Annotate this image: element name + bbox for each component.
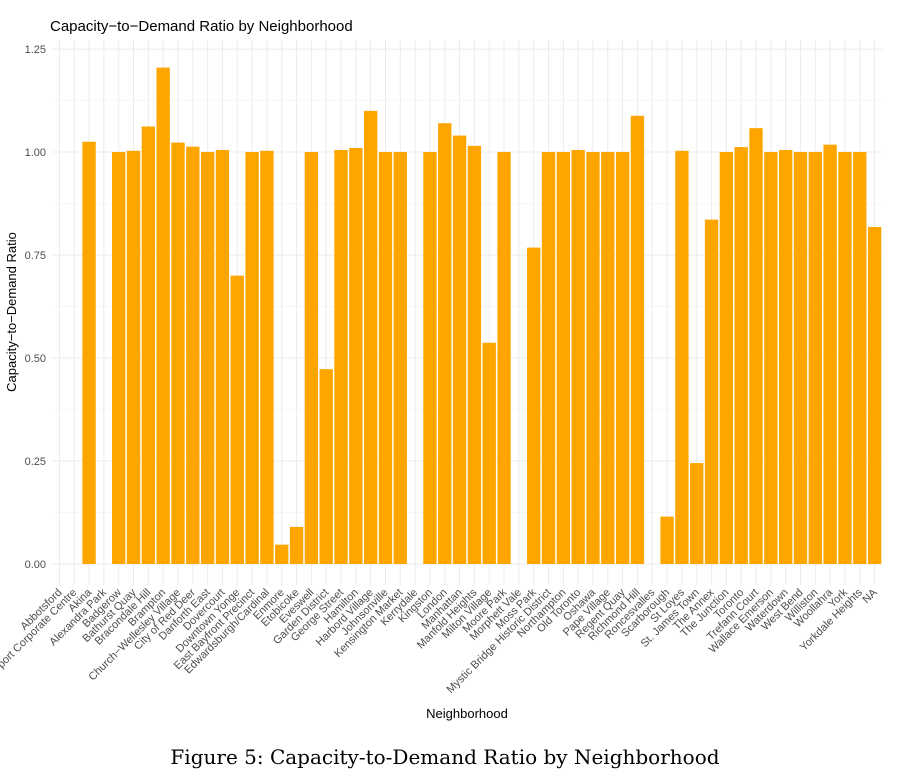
bar [778,149,793,564]
bar [334,149,348,564]
bar [141,126,156,564]
bar [467,145,482,564]
y-axis-label: Capacity−to−Demand Ratio [4,232,19,392]
bar [423,152,437,564]
bar [452,135,467,564]
bar [660,516,674,564]
bar [275,544,289,564]
bar [615,152,630,564]
bar [215,149,230,564]
bar [586,152,600,564]
bar [853,152,867,564]
bar [393,152,407,564]
bar [497,152,511,564]
bar [630,115,645,564]
bar [82,141,96,564]
bar [734,147,748,564]
bar [378,152,393,564]
bar [200,152,215,564]
x-axis-label: Neighborhood [426,706,508,721]
bar [319,369,333,564]
bar [438,123,452,564]
y-tick-label: 0.50 [25,353,46,365]
bar [749,128,763,564]
bar [838,152,852,564]
bar [156,67,170,564]
bar [867,227,882,564]
bar [482,342,496,564]
bar [571,149,585,564]
bar [764,152,778,564]
bar [823,144,837,564]
y-tick-label: 0.00 [25,559,46,571]
bar [230,275,244,564]
bar [126,150,141,564]
bar [171,142,185,564]
bar [690,463,704,564]
bar [556,152,571,564]
x-tick-label: NA [860,586,880,606]
bar [704,219,719,564]
bar [289,526,304,564]
chart-title: Capacity−to−Demand Ratio by Neighborhood [50,18,353,35]
bar [527,247,541,564]
bar [363,110,378,564]
bar [808,152,822,564]
bar [186,146,200,564]
bar [675,150,689,564]
bar [719,152,734,564]
bar [245,152,259,564]
bar [541,152,556,564]
bar [260,150,274,564]
figure-caption: Figure 5: Capacity-to-Demand Ratio by Ne… [170,745,719,769]
y-tick-label: 0.75 [25,250,46,262]
bar [304,152,319,564]
bar [793,152,808,564]
bar [112,152,126,564]
bar [349,147,363,564]
y-tick-label: 1.25 [25,44,46,56]
bar [601,152,615,564]
y-tick-label: 1.00 [25,147,46,159]
y-tick-label: 0.25 [25,456,46,468]
